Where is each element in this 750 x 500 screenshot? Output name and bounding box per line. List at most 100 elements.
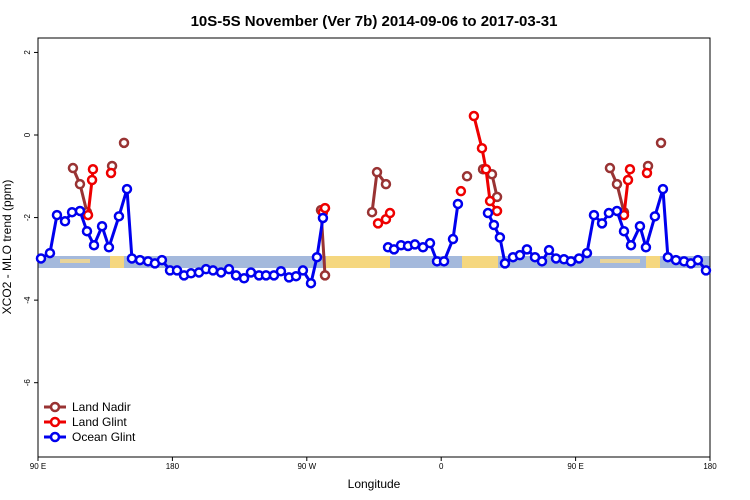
point xyxy=(521,244,533,255)
point xyxy=(438,256,450,267)
point xyxy=(103,242,115,253)
x-tick-label: 90 E xyxy=(30,462,46,471)
x-tick-label: 0 xyxy=(439,462,444,471)
legend-label: Land Nadir xyxy=(72,400,131,414)
point xyxy=(223,263,235,275)
legend-marker xyxy=(49,401,61,413)
point xyxy=(275,265,287,277)
point xyxy=(121,183,133,195)
point xyxy=(581,247,593,259)
point xyxy=(603,207,615,219)
point xyxy=(452,198,464,210)
point xyxy=(238,273,250,284)
legend-label: Land Glint xyxy=(72,415,127,429)
x-axis-label: Longitude xyxy=(348,477,401,491)
point xyxy=(207,265,219,276)
point xyxy=(625,239,637,251)
x-tick-label: 90 W xyxy=(297,462,316,471)
y-tick-label: -6 xyxy=(23,379,32,387)
chart-title: 10S-5S November (Ver 7b) 2014-09-06 to 2… xyxy=(191,13,558,30)
point xyxy=(499,258,511,269)
y-tick-label: 2 xyxy=(23,50,32,55)
point xyxy=(588,209,600,221)
point xyxy=(670,254,682,266)
point xyxy=(74,205,86,217)
y-tick-label: -4 xyxy=(23,296,32,304)
y-tick-label: -2 xyxy=(23,213,32,221)
point xyxy=(245,267,257,278)
point xyxy=(634,220,646,232)
point xyxy=(305,277,317,289)
point xyxy=(87,164,99,175)
legend-marker xyxy=(49,431,61,443)
point xyxy=(409,239,421,250)
point xyxy=(86,174,98,186)
point xyxy=(66,206,78,218)
point xyxy=(536,256,548,267)
point xyxy=(118,137,130,149)
point xyxy=(44,247,56,259)
legend-marker xyxy=(49,416,61,428)
point xyxy=(371,166,383,178)
point xyxy=(82,209,94,221)
point xyxy=(482,207,494,219)
point xyxy=(35,253,47,264)
point xyxy=(134,254,146,266)
point xyxy=(424,237,436,249)
point xyxy=(514,249,526,261)
x-tick-label: 90 E xyxy=(567,462,583,471)
point xyxy=(156,254,168,266)
point xyxy=(611,178,623,190)
point xyxy=(74,178,86,190)
point xyxy=(96,220,108,232)
point xyxy=(655,137,667,149)
point xyxy=(543,244,555,256)
point xyxy=(447,233,459,245)
point xyxy=(319,202,331,214)
point xyxy=(624,164,636,175)
point xyxy=(640,242,652,253)
point xyxy=(113,211,125,222)
point xyxy=(700,265,712,276)
point xyxy=(657,183,669,195)
point xyxy=(372,218,384,229)
point xyxy=(662,251,674,263)
point xyxy=(468,110,480,122)
point xyxy=(611,205,623,217)
point xyxy=(67,162,79,174)
point xyxy=(484,195,496,207)
x-tick-label: 180 xyxy=(166,462,180,471)
x-tick-label: 180 xyxy=(703,462,717,471)
point xyxy=(88,239,100,251)
point xyxy=(51,209,63,221)
point xyxy=(565,256,577,267)
y-axis-label: XCO2 - MLO trend (ppm) xyxy=(0,180,14,315)
point xyxy=(604,162,616,174)
point xyxy=(491,205,503,217)
point xyxy=(230,270,242,281)
point xyxy=(622,174,634,186)
point xyxy=(290,270,302,282)
point xyxy=(171,265,183,276)
y-tick-label: 0 xyxy=(23,132,32,137)
point xyxy=(461,171,473,182)
point xyxy=(641,167,653,179)
point xyxy=(126,253,138,264)
point xyxy=(573,253,585,264)
point xyxy=(59,216,71,227)
point xyxy=(480,164,492,175)
plot-frame xyxy=(37,37,711,458)
point xyxy=(455,185,467,197)
point xyxy=(384,207,396,219)
series-line xyxy=(88,116,647,223)
point xyxy=(618,225,630,237)
point xyxy=(692,254,704,266)
point xyxy=(317,212,329,224)
point xyxy=(476,142,488,154)
point xyxy=(488,219,500,231)
point xyxy=(311,251,323,263)
point xyxy=(81,225,93,237)
point xyxy=(366,206,378,218)
